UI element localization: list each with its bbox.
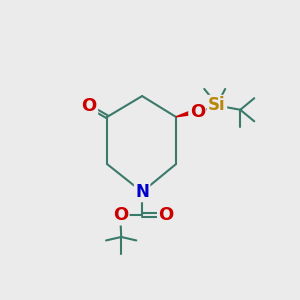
Polygon shape xyxy=(176,110,194,117)
Text: O: O xyxy=(82,98,97,116)
Text: O: O xyxy=(158,206,174,224)
Text: O: O xyxy=(190,103,205,121)
Text: N: N xyxy=(135,183,149,201)
Text: Si: Si xyxy=(208,96,226,114)
Text: O: O xyxy=(113,206,128,224)
